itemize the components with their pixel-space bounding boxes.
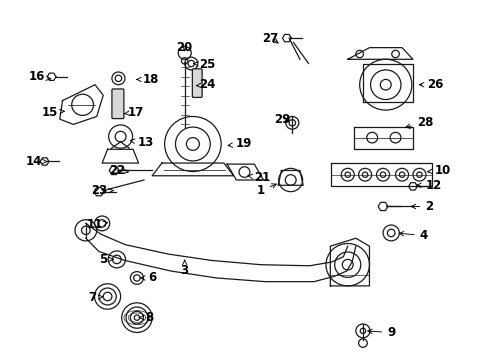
Text: 15: 15 (41, 106, 64, 119)
Text: 7: 7 (88, 291, 102, 304)
Text: 25: 25 (193, 58, 215, 71)
Text: 2: 2 (410, 200, 432, 213)
Text: 26: 26 (419, 78, 443, 91)
Text: 28: 28 (405, 116, 432, 129)
Text: 23: 23 (91, 184, 113, 197)
Text: 20: 20 (176, 41, 192, 54)
Text: 22: 22 (108, 164, 128, 177)
Text: 24: 24 (196, 78, 215, 91)
Text: 3: 3 (180, 260, 188, 276)
Text: 19: 19 (227, 138, 251, 150)
Text: 16: 16 (29, 70, 51, 83)
Text: 18: 18 (137, 73, 159, 86)
Text: 6: 6 (141, 271, 156, 284)
Text: 5: 5 (99, 253, 113, 266)
Text: 13: 13 (130, 136, 153, 149)
Text: 1: 1 (256, 184, 276, 197)
Text: 10: 10 (427, 164, 450, 177)
Text: 12: 12 (416, 179, 441, 192)
Text: 14: 14 (25, 155, 47, 168)
Text: 29: 29 (274, 113, 290, 126)
Text: 27: 27 (262, 32, 278, 45)
Text: 4: 4 (399, 229, 427, 242)
Text: 17: 17 (124, 106, 143, 119)
FancyBboxPatch shape (192, 69, 202, 98)
Text: 8: 8 (139, 311, 153, 324)
Text: 9: 9 (367, 326, 394, 339)
FancyBboxPatch shape (112, 89, 123, 118)
Text: 21: 21 (247, 171, 269, 184)
Text: 11: 11 (87, 219, 107, 231)
